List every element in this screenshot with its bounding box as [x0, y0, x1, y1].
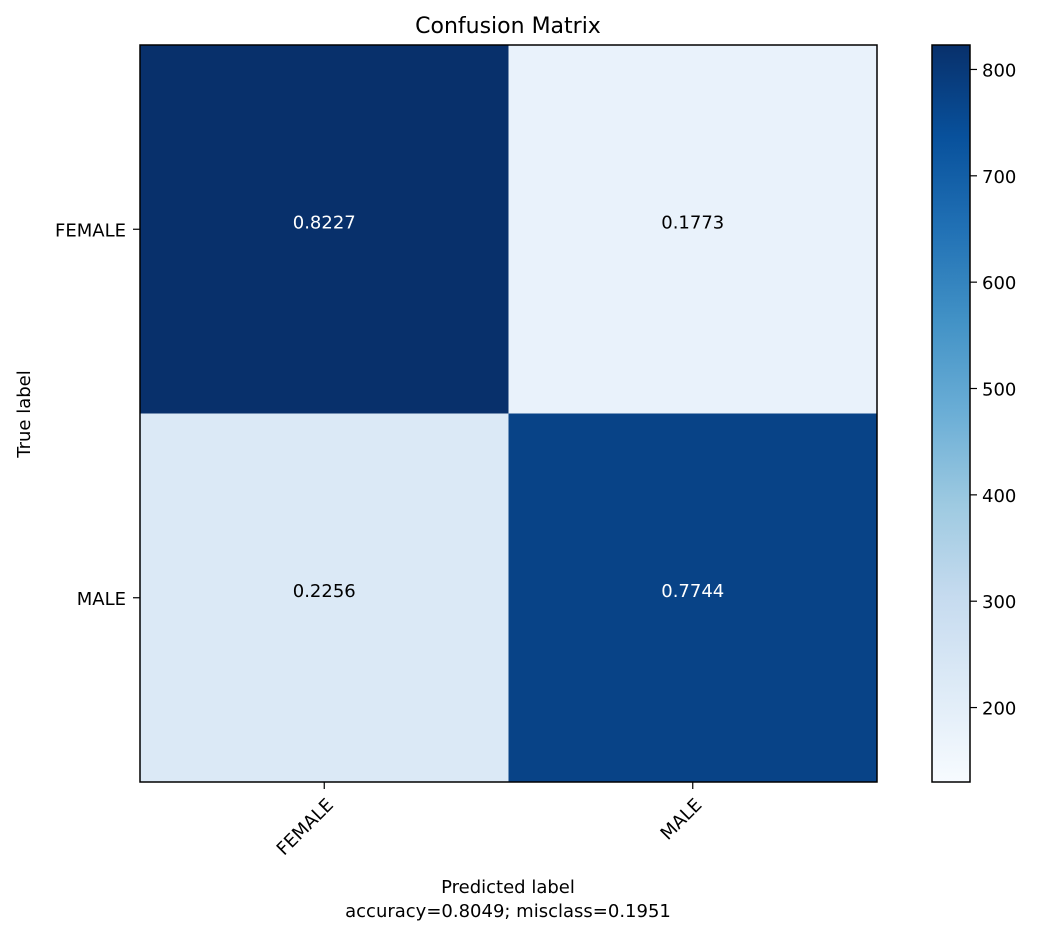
x-axis-ticks: FEMALE MALE — [273, 782, 707, 860]
cell-value-label: 0.7744 — [661, 581, 724, 602]
y-axis-ticks: FEMALE MALE — [55, 220, 140, 610]
colorbar-ticks: 200 300 400 500 600 700 800 — [970, 60, 1016, 720]
heatmap-cell-labels: 0.8227 0.1773 0.2256 0.7744 — [293, 212, 724, 602]
x-tick-label: FEMALE — [273, 795, 338, 860]
colorbar-tick-label: 600 — [982, 273, 1016, 294]
colorbar-tick-label: 300 — [982, 592, 1016, 613]
colorbar-tick-label: 800 — [982, 60, 1016, 81]
cell-value-label: 0.1773 — [661, 212, 724, 233]
heatmap-cell — [508, 413, 877, 782]
y-axis-label: True label — [14, 370, 35, 459]
colorbar: 200 300 400 500 600 700 800 — [931, 44, 1016, 783]
heatmap-cells — [140, 45, 877, 782]
cell-value-label: 0.8227 — [293, 212, 356, 233]
heatmap-cell — [140, 413, 509, 782]
heatmap-cell — [508, 45, 877, 414]
heatmap-cell — [140, 45, 509, 414]
y-tick-label: MALE — [77, 589, 126, 610]
x-tick-label: MALE — [657, 795, 707, 845]
chart-title: Confusion Matrix — [415, 14, 601, 39]
colorbar-tick-label: 400 — [982, 486, 1016, 507]
colorbar-tick-label: 700 — [982, 167, 1016, 188]
colorbar-gradient — [931, 44, 971, 783]
cell-value-label: 0.2256 — [293, 581, 356, 602]
x-axis-label: Predicted label — [441, 877, 575, 898]
colorbar-tick-label: 200 — [982, 699, 1016, 720]
x-axis-sublabel: accuracy=0.8049; misclass=0.1951 — [345, 901, 671, 922]
plot-frame — [139, 44, 878, 783]
y-tick-label: FEMALE — [55, 220, 126, 241]
colorbar-tick-label: 500 — [982, 380, 1016, 401]
